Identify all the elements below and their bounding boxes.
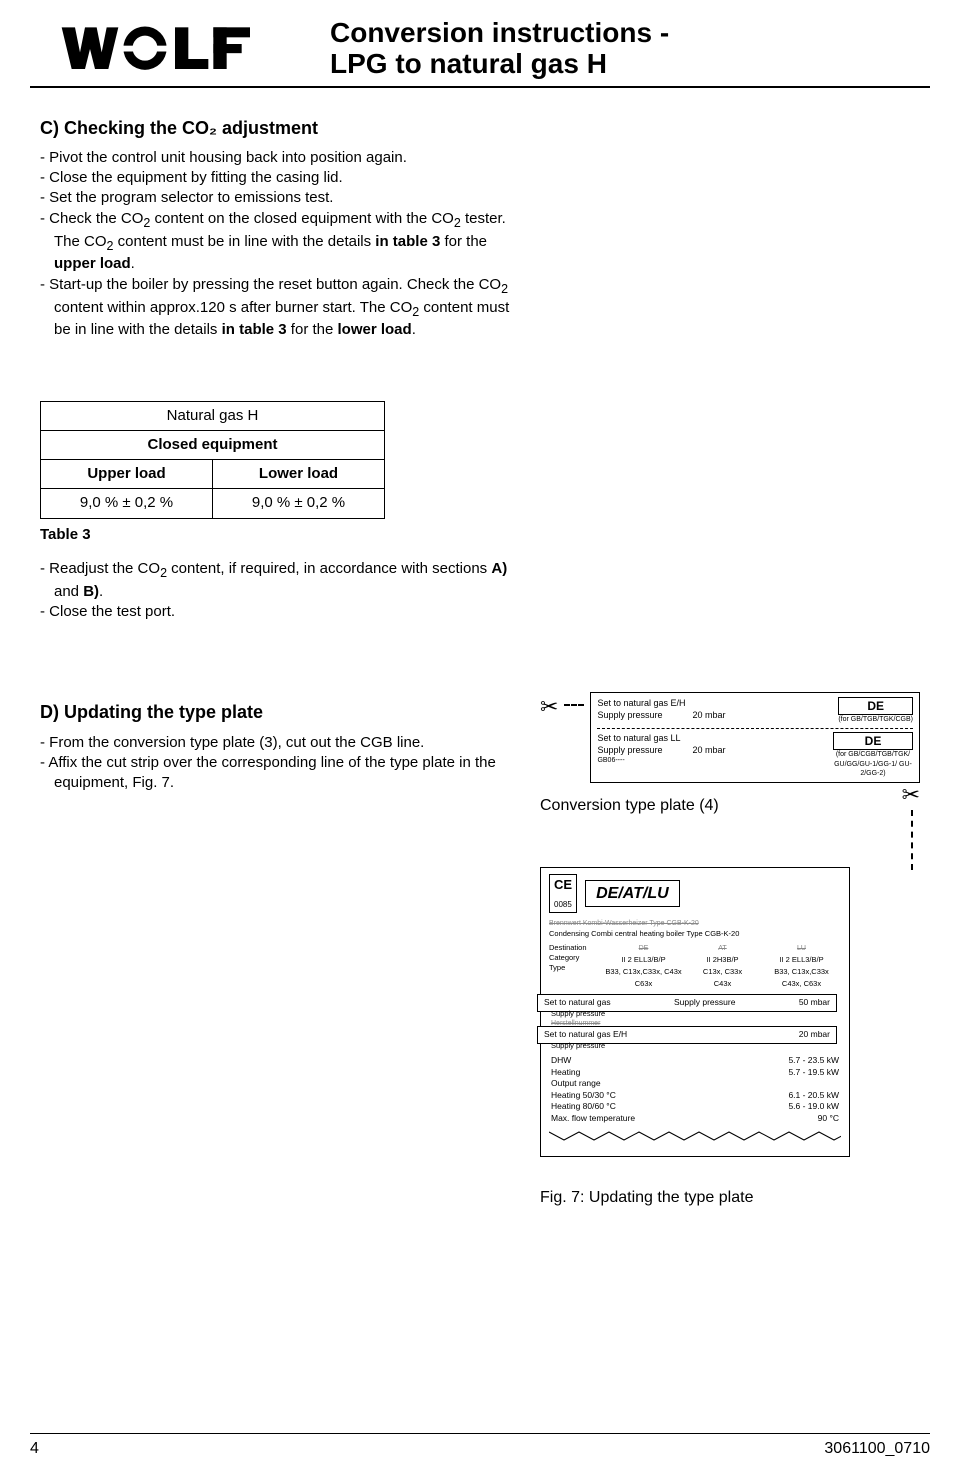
sticker-row1b: Supply pressure <box>597 709 662 721</box>
list-item: - Set the program selector to emissions … <box>54 188 510 208</box>
page-content: C) Checking the CO₂ adjustment - Pivot t… <box>0 88 960 1209</box>
list-item: - Close the test port. <box>54 602 510 622</box>
de-note1: (for GB/TGB/TGK/CGB) <box>838 715 913 724</box>
spec-l: Heating 80/60 °C <box>551 1101 616 1112</box>
page-footer: 4 3061100_0710 <box>30 1433 930 1460</box>
spec-l: Heating 50/30 °C <box>551 1090 616 1101</box>
list-item: - Close the equipment by fitting the cas… <box>54 168 510 188</box>
doc-number: 3061100_0710 <box>824 1438 930 1460</box>
ce-mark: CE0085 <box>549 874 577 913</box>
supply-label: Supply pressure <box>551 1009 605 1019</box>
section-c-heading: C) Checking the CO₂ adjustment <box>40 116 510 140</box>
section-d: D) Updating the type plate - From the co… <box>40 692 510 1208</box>
list-item: - From the conversion type plate (3), cu… <box>54 733 510 753</box>
conversion-plate-area: ✂ Set to natural gas E/H Supply pressure… <box>540 692 920 1208</box>
de-badge-2: DE <box>833 732 913 750</box>
col-cell: C43x, C63x <box>762 978 841 990</box>
supply-label-2: Supply pressure <box>551 1041 605 1051</box>
list-item: - Affix the cut strip over the correspon… <box>54 753 510 794</box>
conversion-sticker: Set to natural gas E/H Supply pressure 2… <box>590 692 920 783</box>
col-cell: C13x, C33x <box>683 966 762 978</box>
type-plate: CE0085 DE/AT/LU Brennwert Kombi-Wasserhe… <box>540 867 850 1157</box>
strip2a: Set to natural gas E/H <box>544 1029 627 1040</box>
spec-v: 5.7 - 19.5 kW <box>788 1067 839 1078</box>
title-line1: Conversion instructions - <box>330 17 669 48</box>
page-header: Conversion instructions - LPG to natural… <box>30 0 930 88</box>
table3-h1: Natural gas H <box>41 401 385 430</box>
de-note2: (for GB/CGB/TGB/TGK/ GU/GG/GU-1/GG-1/ GU… <box>833 750 913 778</box>
sticker-row2a: Set to natural gas LL <box>597 732 725 744</box>
spec-v: 5.6 - 19.0 kW <box>788 1101 839 1112</box>
col-cell: II 2 ELL3/B/P <box>604 954 683 966</box>
strip2c: 20 mbar <box>799 1029 830 1040</box>
col-cell: B33, C13x,C33x <box>762 966 841 978</box>
strip1b: Supply pressure <box>674 997 735 1008</box>
spec-l: Heating <box>551 1067 580 1078</box>
spec-l: DHW <box>551 1055 571 1066</box>
spec-l: Max. flow temperature <box>551 1113 635 1124</box>
section-d-list: - From the conversion type plate (3), cu… <box>40 733 510 794</box>
col-h: DE <box>604 943 683 954</box>
spec-l: Output range <box>551 1078 601 1089</box>
col-cell: C63x <box>604 978 683 990</box>
section-d-heading: D) Updating the type plate <box>40 700 510 724</box>
wolf-logo <box>60 22 260 76</box>
sticker-row2b: Supply pressure <box>597 744 662 756</box>
table3-v2: 9,0 % ± 0,2 % <box>213 489 385 518</box>
type-label: Type <box>549 963 604 973</box>
after-table-list: - Readjust the CO2 content, if required,… <box>40 559 510 622</box>
plate-zigzag <box>549 1130 841 1142</box>
spec-v: 6.1 - 20.5 kW <box>788 1090 839 1101</box>
sticker-code: GB06---- <box>597 756 725 765</box>
spec-v: 90 °C <box>818 1113 839 1124</box>
col-cell: II 2H3B/P <box>683 954 762 966</box>
col-cell: B33, C13x,C33x, C43x <box>604 966 683 978</box>
plate-line: Condensing Combi central heating boiler … <box>549 929 841 939</box>
col-cell: C43x <box>683 978 762 990</box>
deatlu-badge: DE/AT/LU <box>585 880 680 908</box>
page-number: 4 <box>30 1438 39 1460</box>
list-item: - Start-up the boiler by pressing the re… <box>54 275 510 341</box>
dest-label: Destination <box>549 943 604 953</box>
fig7-caption: Fig. 7: Updating the type plate <box>540 1187 920 1209</box>
strip1c: 50 mbar <box>799 997 830 1008</box>
list-item: - Readjust the CO2 content, if required,… <box>54 559 510 602</box>
section-c: C) Checking the CO₂ adjustment - Pivot t… <box>40 116 510 623</box>
col-h: LU <box>762 943 841 954</box>
col-cell: II 2 ELL3/B/P <box>762 954 841 966</box>
crossed-line: Brennwert Kombi-Wasserheizer Type CGB-K-… <box>549 919 841 928</box>
specs-block: DHW 5.7 - 23.5 kW Heating 5.7 - 19.5 kW Ou… <box>549 1055 841 1124</box>
list-item: - Pivot the control unit housing back in… <box>54 148 510 168</box>
table3-caption: Table 3 <box>40 525 510 545</box>
table-3: Natural gas H Closed equipment Upper loa… <box>40 401 385 519</box>
cat-label: Category <box>549 953 604 963</box>
list-item: - Check the CO2 content on the closed eq… <box>54 209 510 275</box>
table3-c2: Lower load <box>213 460 385 489</box>
doc-title: Conversion instructions - LPG to natural… <box>330 18 669 80</box>
sticker-row2v: 20 mbar <box>692 744 725 756</box>
conversion-caption: Conversion type plate (4) <box>540 795 920 817</box>
title-line2: LPG to natural gas H <box>330 48 607 79</box>
section-c-list: - Pivot the control unit housing back in… <box>40 148 510 341</box>
strip1a: Set to natural gas <box>544 997 611 1008</box>
sticker-row1a: Set to natural gas E/H <box>597 697 725 709</box>
section-d-row: D) Updating the type plate - From the co… <box>40 692 920 1208</box>
spec-v: 5.7 - 23.5 kW <box>788 1055 839 1066</box>
sticker-row1v: 20 mbar <box>692 709 725 721</box>
table3-h2: Closed equipment <box>41 430 385 459</box>
table3-v1: 9,0 % ± 0,2 % <box>41 489 213 518</box>
table3-c1: Upper load <box>41 460 213 489</box>
de-badge: DE <box>838 697 913 715</box>
scissors-horiz-icon: ✂ <box>540 692 558 722</box>
col-h: AT <box>683 943 762 954</box>
